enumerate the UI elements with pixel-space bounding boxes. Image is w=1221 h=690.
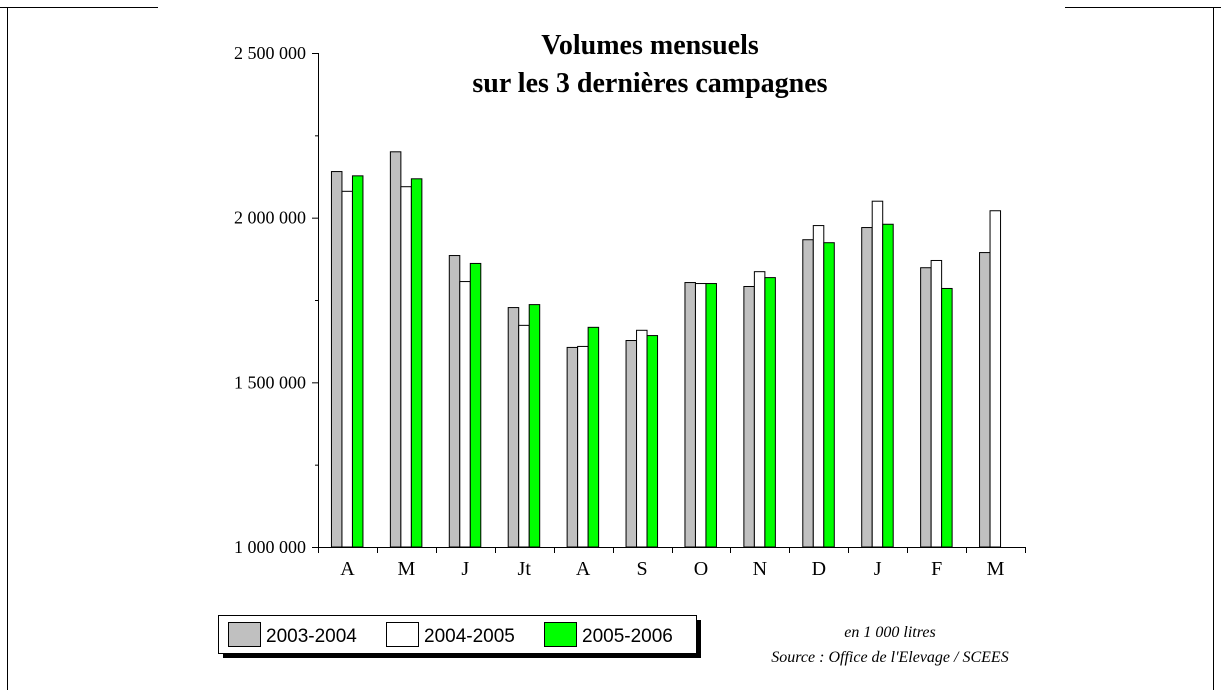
bar: [351, 175, 364, 548]
bar: [989, 210, 1002, 548]
bar: [469, 262, 482, 548]
y-tick-label: 2 500 000: [234, 43, 306, 63]
bar: [400, 186, 412, 548]
bar: [823, 242, 835, 548]
bar: [507, 307, 520, 548]
y-tick-label: 2 000 000: [234, 208, 306, 228]
x-tick-label: M: [987, 558, 1005, 580]
bar: [636, 329, 648, 548]
note: en 1 000 litres: [844, 624, 935, 641]
bar: [587, 326, 600, 548]
bar: [882, 223, 894, 548]
bar: [861, 227, 873, 548]
x-tick-label: Jt: [518, 558, 532, 580]
legend-swatch: [544, 622, 577, 647]
y-tick-label: 1 000 000: [234, 537, 306, 557]
note: Source : Office de l'Elevage / SCEES: [771, 649, 1008, 666]
x-tick-label: N: [753, 558, 767, 580]
bar: [764, 277, 776, 548]
bar: [920, 267, 932, 548]
x-tick-label: F: [931, 558, 942, 580]
legend-label: 2004-2005: [424, 626, 515, 647]
y-tick-label: 1 500 000: [234, 372, 306, 392]
bar: [941, 287, 953, 548]
bar: [743, 285, 755, 548]
bar: [646, 335, 659, 548]
bar: [528, 304, 541, 548]
chart-title: sur les 3 dernières campagnes: [472, 68, 827, 99]
x-tick-label: A: [576, 558, 591, 580]
bar: [930, 259, 943, 548]
bar: [705, 283, 717, 548]
bar: [684, 282, 696, 548]
bar: [577, 345, 589, 548]
bar: [625, 340, 638, 548]
bar: [753, 271, 766, 548]
x-tick-label: S: [636, 558, 647, 580]
x-tick-label: J: [874, 558, 882, 580]
bar: [448, 255, 461, 548]
bar: [812, 225, 825, 548]
bar: [518, 324, 530, 548]
legend-label: 2003-2004: [266, 626, 357, 647]
legend-swatch: [386, 622, 419, 647]
bar: [410, 178, 423, 548]
x-tick-label: A: [340, 558, 355, 580]
x-tick-label: J: [461, 558, 469, 580]
bar: [979, 252, 991, 548]
x-tick-label: M: [397, 558, 415, 580]
bar: [802, 239, 814, 548]
bar: [330, 171, 343, 548]
bar: [459, 281, 471, 548]
x-tick-label: D: [812, 558, 826, 580]
bar: [871, 200, 884, 548]
chart-title: Volumes mensuels: [541, 30, 759, 61]
legend-swatch: [228, 622, 261, 647]
bar: [694, 283, 707, 548]
bar: [341, 190, 353, 548]
bar: [389, 151, 402, 548]
legend: [218, 615, 697, 654]
x-tick-label: O: [694, 558, 708, 580]
legend-label: 2005-2006: [582, 626, 673, 647]
bar: [566, 346, 579, 548]
